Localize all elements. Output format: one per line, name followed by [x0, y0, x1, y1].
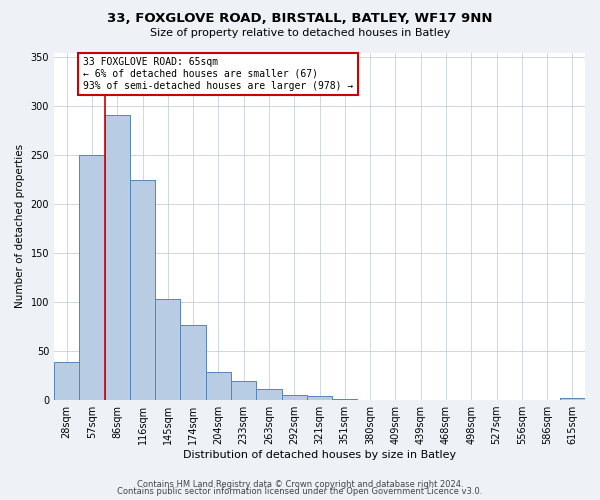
- Bar: [54, 362, 79, 400]
- Bar: [307, 396, 332, 400]
- Bar: [256, 390, 281, 400]
- Bar: [155, 299, 181, 400]
- X-axis label: Distribution of detached houses by size in Batley: Distribution of detached houses by size …: [183, 450, 456, 460]
- Bar: [104, 115, 130, 400]
- Bar: [560, 398, 585, 400]
- Text: 33, FOXGLOVE ROAD, BIRSTALL, BATLEY, WF17 9NN: 33, FOXGLOVE ROAD, BIRSTALL, BATLEY, WF1…: [107, 12, 493, 26]
- Bar: [231, 382, 256, 400]
- Bar: [79, 156, 104, 400]
- Y-axis label: Number of detached properties: Number of detached properties: [15, 144, 25, 308]
- Text: Contains HM Land Registry data © Crown copyright and database right 2024.: Contains HM Land Registry data © Crown c…: [137, 480, 463, 489]
- Text: 33 FOXGLOVE ROAD: 65sqm
← 6% of detached houses are smaller (67)
93% of semi-det: 33 FOXGLOVE ROAD: 65sqm ← 6% of detached…: [83, 58, 353, 90]
- Bar: [281, 395, 307, 400]
- Bar: [332, 399, 358, 400]
- Text: Size of property relative to detached houses in Batley: Size of property relative to detached ho…: [150, 28, 450, 38]
- Bar: [130, 180, 155, 400]
- Bar: [206, 372, 231, 400]
- Text: Contains public sector information licensed under the Open Government Licence v3: Contains public sector information licen…: [118, 488, 482, 496]
- Bar: [181, 324, 206, 400]
